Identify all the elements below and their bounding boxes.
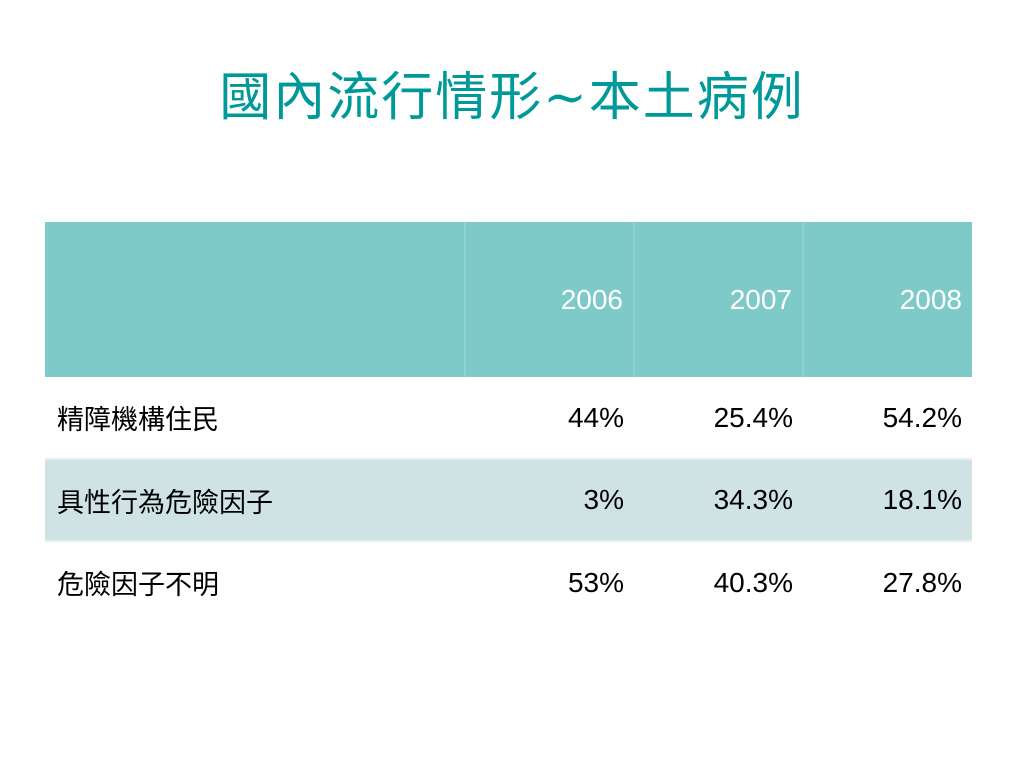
- table-row: 具性行為危險因子 3% 34.3% 18.1%: [45, 458, 972, 542]
- row-label: 具性行為危險因子: [45, 458, 465, 542]
- cell-value: 18.1%: [803, 458, 972, 542]
- data-table: 2006 2007 2008 精障機構住民 44% 25.4% 54.2% 具性…: [45, 222, 972, 623]
- slide-title: 國內流行情形~本土病例: [219, 68, 805, 128]
- header-cell-empty: [45, 222, 466, 377]
- cell-value: 25.4%: [713, 401, 793, 433]
- row-label: 精障機構住民: [57, 405, 219, 436]
- header-cell-2007: 2007: [634, 222, 804, 377]
- cell-value: 34.3%: [634, 458, 803, 542]
- table-header-row: 2006 2007 2008: [45, 222, 972, 377]
- cell-value: 27.8%: [882, 566, 962, 598]
- cell-value: 54.2%: [882, 401, 962, 433]
- table-row: 精障機構住民 44% 25.4% 54.2%: [45, 377, 972, 459]
- row-label: 危險因子不明: [57, 570, 219, 601]
- header-cell-2008: 2008: [899, 283, 962, 315]
- cell-value: 3%: [465, 458, 634, 542]
- table-row: 危險因子不明 53% 40.3% 27.8%: [45, 541, 972, 623]
- cell-value: 53%: [567, 566, 624, 598]
- header-cell-2006: 2006: [465, 222, 635, 377]
- cell-value: 40.3%: [713, 566, 793, 598]
- cell-value: 44%: [567, 401, 624, 433]
